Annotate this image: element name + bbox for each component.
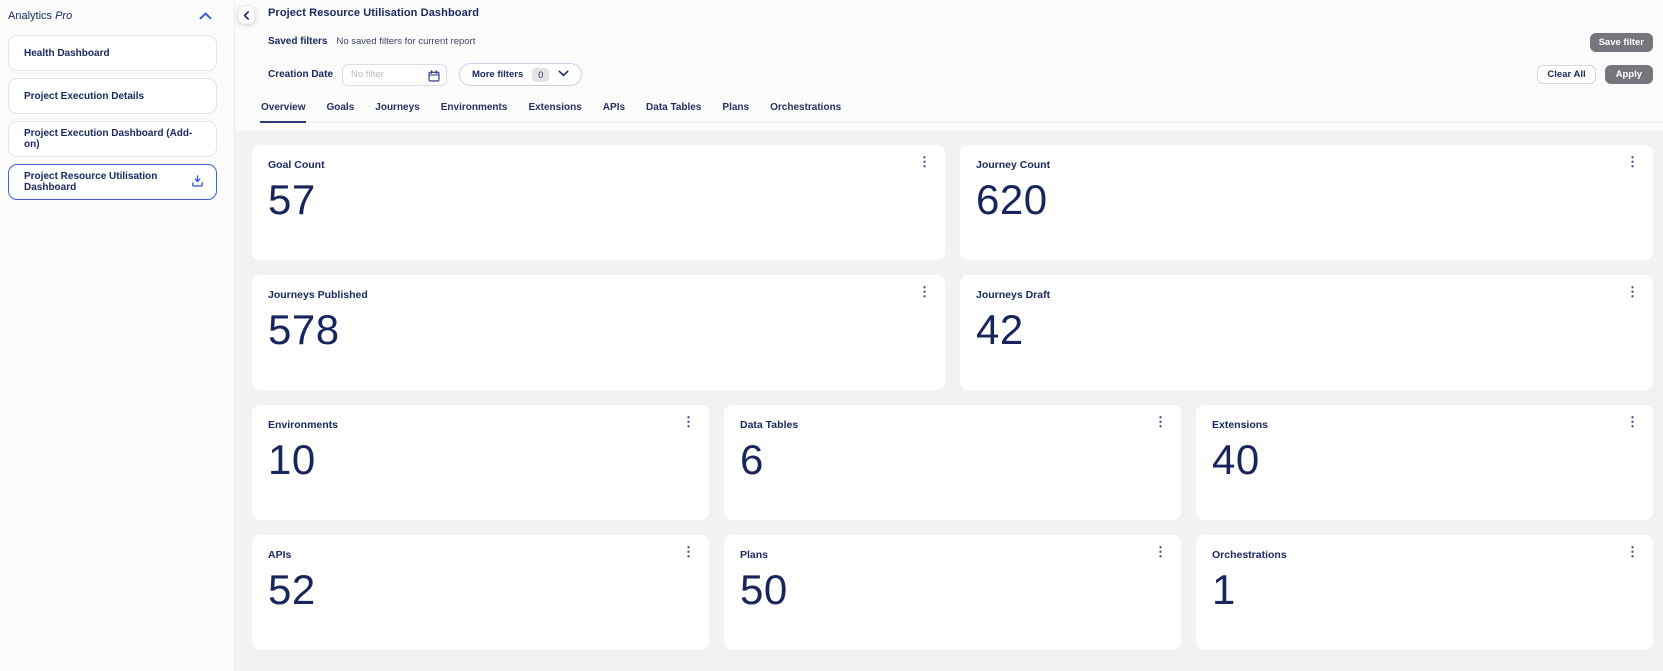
apply-button[interactable]: Apply (1604, 65, 1653, 84)
kebab-menu-icon[interactable]: ⋮ (1154, 414, 1167, 429)
kebab-menu-icon[interactable]: ⋮ (1626, 284, 1639, 299)
sidebar: Analytics Pro Health Dashboard Project E… (0, 0, 235, 671)
sidebar-item-project-execution-dashboard-addon[interactable]: Project Execution Dashboard (Add-on) (8, 121, 217, 157)
card-value: 10 (268, 436, 316, 483)
card-goal-count: Goal Count ⋮ 57 (252, 145, 945, 260)
more-filters-button[interactable]: More filters 0 (459, 63, 583, 86)
card-title: Journey Count (976, 159, 1051, 171)
kebab-menu-icon[interactable]: ⋮ (1626, 544, 1639, 559)
sidebar-item-label: Project Resource Utilisation Dashboard (24, 171, 158, 193)
sidebar-header: Analytics Pro (0, 0, 234, 22)
card-title: Goal Count (268, 159, 325, 171)
saved-filters-row: Saved filters No saved filters for curre… (268, 36, 475, 47)
card-title: Journeys Published (268, 289, 368, 301)
sidebar-title-badge: Pro (55, 10, 73, 22)
sidebar-item-project-resource-utilisation-dashboard[interactable]: Project Resource Utilisation Dashboard (8, 164, 217, 200)
card-orchestrations: Orchestrations ⋮ 1 (1196, 535, 1653, 650)
tab-orchestrations[interactable]: Orchestrations (770, 102, 842, 113)
card-title: APIs (268, 549, 292, 561)
kebab-menu-icon[interactable]: ⋮ (1154, 544, 1167, 559)
card-apis: APIs ⋮ 52 (252, 535, 709, 650)
more-filters-count-badge: 0 (532, 67, 550, 82)
sidebar-title-text: Analytics (8, 10, 53, 22)
creation-date-label: Creation Date (268, 69, 334, 80)
card-value: 52 (268, 566, 316, 613)
page-title: Project Resource Utilisation Dashboard (268, 7, 480, 19)
kebab-menu-icon[interactable]: ⋮ (918, 154, 931, 169)
tab-journeys[interactable]: Journeys (375, 102, 420, 113)
saved-filters-label: Saved filters (268, 36, 328, 47)
kebab-menu-icon[interactable]: ⋮ (918, 284, 931, 299)
download-icon[interactable] (191, 174, 204, 190)
card-value: 578 (268, 306, 340, 353)
tab-environments[interactable]: Environments (440, 102, 508, 113)
saved-filters-status: No saved filters for current report (336, 36, 476, 47)
tab-bar: Overview Goals Journeys Environments Ext… (260, 99, 1663, 123)
card-title: Orchestrations (1212, 549, 1287, 561)
save-filter-button[interactable]: Save filter (1589, 33, 1653, 52)
card-value: 620 (976, 176, 1048, 223)
card-journeys-draft: Journeys Draft ⋮ 42 (960, 275, 1653, 390)
card-grid: Goal Count ⋮ 57 Journey Count ⋮ 620 Jour… (252, 145, 1653, 650)
card-data-tables: Data Tables ⋮ 6 (724, 405, 1181, 520)
card-title: Environments (268, 419, 339, 431)
sidebar-item-label: Health Dashboard (24, 47, 110, 59)
kebab-menu-icon[interactable]: ⋮ (1626, 154, 1639, 169)
calendar-icon[interactable] (428, 69, 440, 87)
creation-date-field (342, 63, 448, 87)
card-value: 6 (740, 436, 764, 483)
chevron-down-icon (558, 69, 569, 80)
kebab-menu-icon[interactable]: ⋮ (682, 544, 695, 559)
tab-apis[interactable]: APIs (602, 102, 626, 113)
card-title: Extensions (1212, 419, 1269, 431)
creation-date-input[interactable] (342, 63, 448, 86)
sidebar-title: Analytics Pro (8, 10, 72, 22)
clear-all-button[interactable]: Clear All (1537, 65, 1596, 84)
kebab-menu-icon[interactable]: ⋮ (1626, 414, 1639, 429)
sidebar-item-label: Project Execution Dashboard (Add-on) (24, 128, 193, 150)
card-extensions: Extensions ⋮ 40 (1196, 405, 1653, 520)
tab-overview[interactable]: Overview (260, 99, 307, 123)
card-value: 42 (976, 306, 1024, 353)
sidebar-items: Health Dashboard Project Execution Detai… (0, 35, 234, 200)
collapse-sidebar-button[interactable] (238, 6, 255, 24)
card-value: 50 (740, 566, 788, 613)
tab-extensions[interactable]: Extensions (528, 102, 582, 113)
sidebar-item-project-execution-details[interactable]: Project Execution Details (8, 78, 217, 114)
tab-goals[interactable]: Goals (326, 102, 355, 113)
kebab-menu-icon[interactable]: ⋮ (682, 414, 695, 429)
card-value: 40 (1212, 436, 1260, 483)
card-title: Plans (740, 549, 769, 561)
filter-row: Creation Date More filters 0 Clear All A… (268, 63, 1653, 86)
card-journeys-published: Journeys Published ⋮ 578 (252, 275, 945, 390)
more-filters-label: More filters (472, 69, 524, 80)
card-journey-count: Journey Count ⋮ 620 (960, 145, 1653, 260)
main-content: Project Resource Utilisation Dashboard S… (235, 0, 1663, 671)
tab-data-tables[interactable]: Data Tables (646, 102, 702, 113)
card-value: 57 (268, 176, 316, 223)
card-title: Journeys Draft (976, 289, 1051, 301)
card-value: 1 (1212, 566, 1236, 613)
sidebar-item-label: Project Execution Details (24, 90, 145, 102)
sidebar-item-health-dashboard[interactable]: Health Dashboard (8, 35, 217, 71)
tab-plans[interactable]: Plans (722, 102, 750, 113)
card-plans: Plans ⋮ 50 (724, 535, 1181, 650)
dashboard-grid-area: Goal Count ⋮ 57 Journey Count ⋮ 620 Jour… (235, 131, 1663, 671)
chevron-up-icon[interactable] (199, 12, 212, 20)
card-environments: Environments ⋮ 10 (252, 405, 709, 520)
card-title: Data Tables (740, 419, 799, 431)
